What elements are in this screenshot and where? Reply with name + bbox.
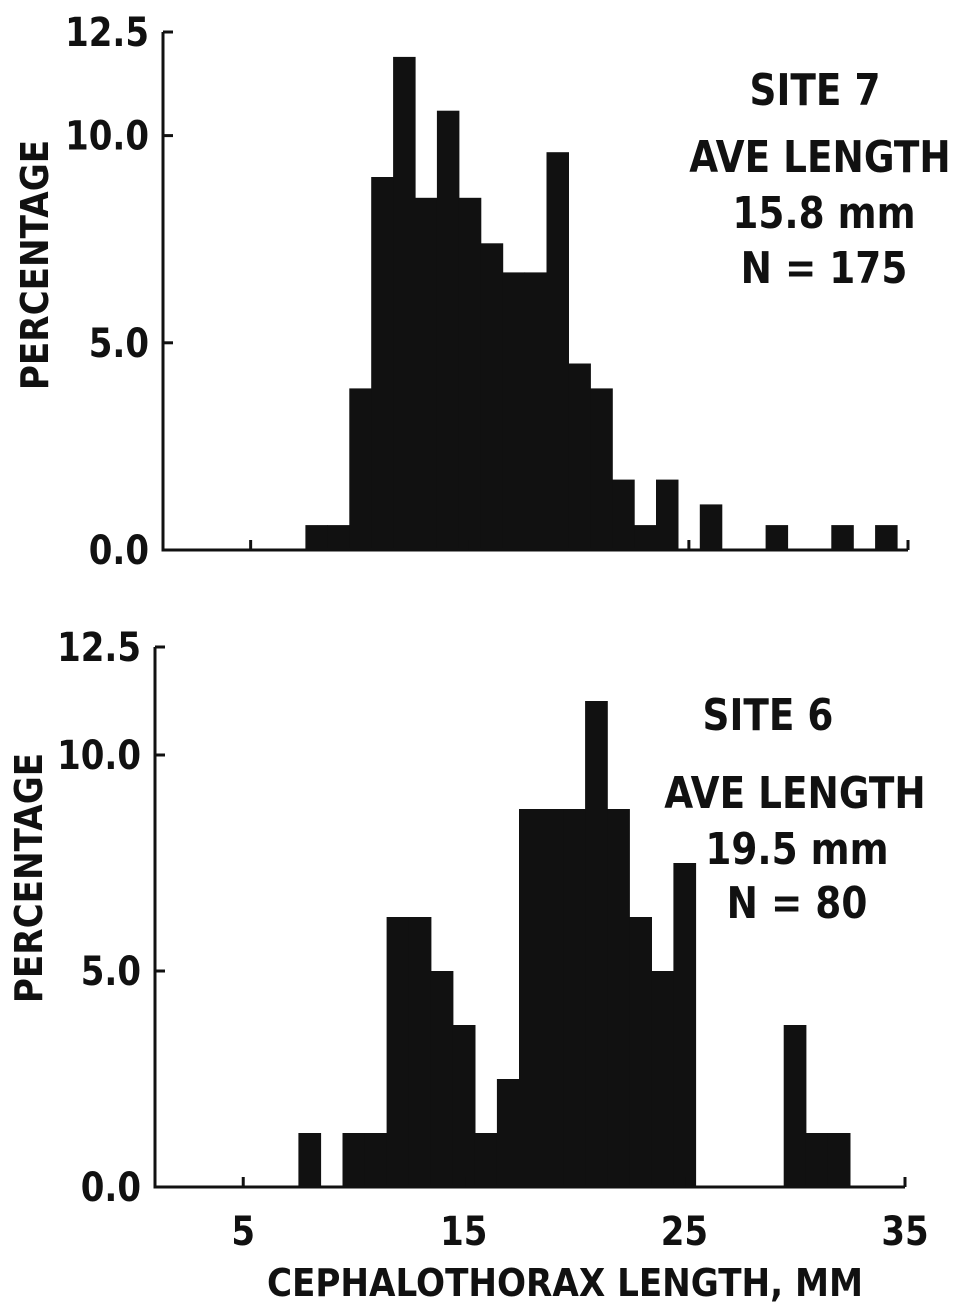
top-annotation-ave-length: AVE LENGTH bbox=[689, 131, 950, 183]
bottom-histogram-panel: 0.0 5.0 10.0 12.5 5 15 25 35 PERCENTAGE CEPHAL… bbox=[6, 624, 928, 1305]
top-annotation: SITE 7 AVE LENGTH 15.8 mm N = 175 bbox=[689, 64, 950, 294]
bottom-x-tick-label: 35 bbox=[881, 1208, 928, 1254]
bottom-bar-31 bbox=[805, 1133, 829, 1187]
top-bar-16 bbox=[480, 243, 504, 551]
top-histogram-panel: 0.0 5.0 10.0 12.5 PERCENTAGE SITE 7 AVE LEN… bbox=[12, 9, 950, 573]
top-bar-34 bbox=[875, 525, 898, 550]
top-bar-10 bbox=[349, 388, 372, 550]
bottom-bar-16 bbox=[474, 1133, 498, 1187]
bottom-bar-15 bbox=[452, 1025, 476, 1187]
bottom-bar-20 bbox=[563, 809, 586, 1187]
top-y-tick-label: 0.0 bbox=[89, 527, 149, 573]
bottom-bar-14 bbox=[430, 971, 454, 1187]
bottom-bar-18 bbox=[519, 809, 542, 1187]
top-y-axis-title: PERCENTAGE bbox=[12, 140, 57, 390]
bottom-bar-13 bbox=[408, 917, 432, 1187]
top-bar-9 bbox=[327, 525, 350, 550]
top-bar-23 bbox=[634, 525, 657, 550]
x-axis-title: CEPHALOTHORAX LENGTH, MM bbox=[267, 1260, 863, 1305]
bottom-bar-22 bbox=[607, 809, 630, 1187]
bottom-y-ticks: 0.0 5.0 10.0 12.5 bbox=[57, 624, 165, 1211]
top-bar-17 bbox=[502, 272, 526, 550]
bottom-x-ticks: 5 15 25 35 bbox=[231, 1177, 929, 1255]
top-bar-15 bbox=[458, 197, 482, 551]
bottom-annotation-length-value: 19.5 mm bbox=[705, 823, 888, 875]
top-y-tick-label: 12.5 bbox=[65, 9, 149, 55]
bottom-annotation-ave-length: AVE LENGTH bbox=[664, 767, 925, 819]
bottom-bar-8 bbox=[298, 1133, 322, 1187]
bottom-y-tick-label: 0.0 bbox=[81, 1164, 141, 1210]
top-x-ticks bbox=[249, 540, 910, 550]
top-bars-group bbox=[305, 56, 898, 551]
top-bar-12 bbox=[393, 56, 416, 551]
bottom-bar-21 bbox=[585, 701, 608, 1187]
bottom-y-axis-title: PERCENTAGE bbox=[6, 753, 51, 1003]
bottom-bar-25 bbox=[673, 863, 697, 1187]
bottom-bar-17 bbox=[496, 1079, 520, 1187]
top-bar-29 bbox=[765, 525, 789, 550]
bottom-bar-10 bbox=[342, 1133, 366, 1187]
bottom-x-tick-label: 5 bbox=[231, 1208, 255, 1254]
bottom-x-tick-label: 25 bbox=[661, 1208, 708, 1254]
top-bar-14 bbox=[436, 110, 460, 550]
bottom-bar-24 bbox=[651, 971, 674, 1187]
bottom-bar-12 bbox=[386, 917, 410, 1187]
top-bar-26 bbox=[699, 504, 723, 550]
top-bar-20 bbox=[568, 363, 591, 550]
top-bar-21 bbox=[590, 388, 613, 550]
top-y-tick-label: 10.0 bbox=[65, 113, 149, 159]
bottom-annotation: SITE 6 AVE LENGTH 19.5 mm N = 80 bbox=[664, 689, 925, 929]
bottom-y-tick-label: 10.0 bbox=[57, 732, 141, 778]
bottom-bar-23 bbox=[629, 917, 652, 1187]
bottom-x-tick-label: 15 bbox=[440, 1208, 487, 1254]
top-bar-32 bbox=[831, 525, 854, 550]
bottom-bar-19 bbox=[541, 809, 564, 1187]
bottom-annotation-site: SITE 6 bbox=[703, 689, 834, 741]
top-bar-19 bbox=[546, 152, 569, 550]
bottom-annotation-n: N = 80 bbox=[727, 877, 868, 929]
top-bar-13 bbox=[415, 197, 438, 551]
top-bar-8 bbox=[305, 525, 328, 550]
top-annotation-n: N = 175 bbox=[741, 242, 908, 294]
top-bar-22 bbox=[612, 479, 635, 550]
top-y-tick-label: 5.0 bbox=[89, 320, 149, 366]
top-annotation-length-value: 15.8 mm bbox=[732, 187, 915, 239]
bottom-y-tick-label: 5.0 bbox=[81, 948, 141, 994]
top-bar-11 bbox=[371, 177, 394, 550]
bottom-y-tick-label: 12.5 bbox=[57, 624, 141, 670]
bottom-bar-11 bbox=[364, 1133, 388, 1187]
top-bar-18 bbox=[524, 272, 547, 550]
bottom-bar-30 bbox=[783, 1025, 807, 1187]
bottom-bar-32 bbox=[827, 1133, 851, 1187]
bottom-bars-group bbox=[298, 701, 851, 1187]
top-y-ticks: 0.0 5.0 10.0 12.5 bbox=[65, 9, 173, 574]
top-bar-24 bbox=[656, 479, 679, 550]
top-annotation-site: SITE 7 bbox=[750, 64, 881, 116]
